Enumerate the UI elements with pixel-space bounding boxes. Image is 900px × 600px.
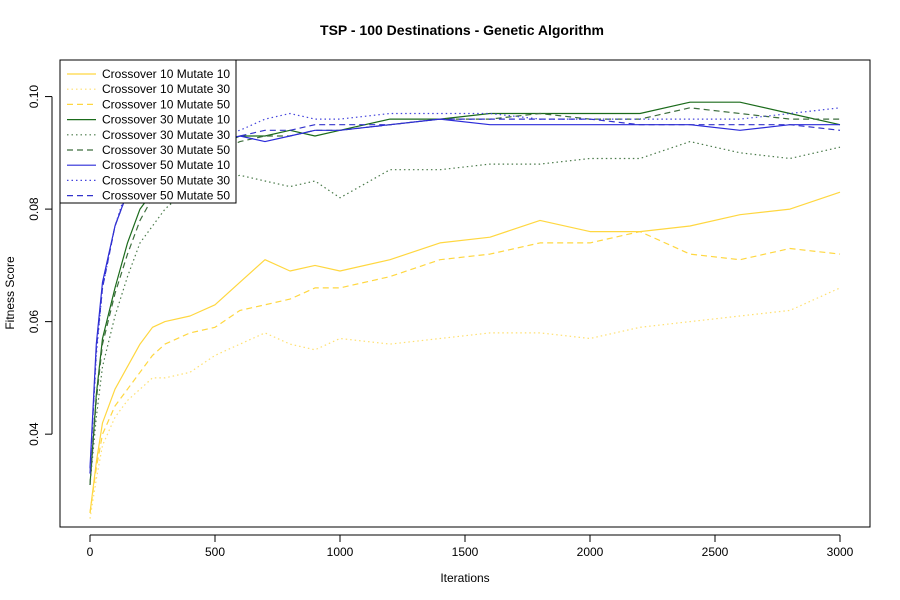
x-tick-label: 2500 — [702, 545, 729, 559]
series-line-8 — [89, 107, 841, 474]
legend-label-3: Crossover 10 Mutate 50 — [102, 97, 230, 111]
y-axis-label: Fitness Score — [3, 256, 17, 330]
y-axis: 0.04 0.06 0.08 0.10 — [27, 85, 53, 446]
series-line-5 — [89, 141, 841, 485]
legend-label-4: Crossover 30 Mutate 10 — [102, 113, 230, 127]
series-line-3 — [89, 231, 841, 513]
x-tick-label: 1000 — [327, 545, 354, 559]
x-tick-label: 500 — [205, 545, 225, 559]
y-tick-label: 0.06 — [27, 310, 41, 334]
series-line-2 — [89, 287, 841, 519]
x-axis: 0 500 1000 1500 2000 2500 3000 — [87, 534, 854, 559]
x-tick-label: 1500 — [452, 545, 479, 559]
x-tick-label: 3000 — [827, 545, 854, 559]
series-line-1 — [89, 191, 841, 513]
legend-label-9: Crossover 50 Mutate 50 — [102, 189, 230, 203]
legend-label-2: Crossover 10 Mutate 30 — [102, 82, 230, 96]
legend-label-8: Crossover 50 Mutate 30 — [102, 173, 230, 187]
x-tick-label: 2000 — [577, 545, 604, 559]
x-tick-label: 0 — [87, 545, 94, 559]
legend-label-1: Crossover 10 Mutate 10 — [102, 67, 230, 81]
legend-label-7: Crossover 50 Mutate 10 — [102, 158, 230, 172]
y-tick-label: 0.08 — [27, 197, 41, 221]
y-tick-label: 0.10 — [27, 85, 41, 109]
chart-title: TSP - 100 Destinations - Genetic Algorit… — [320, 22, 604, 38]
plot-area — [59, 59, 871, 528]
legend-label-6: Crossover 30 Mutate 50 — [102, 143, 230, 157]
legend-label-5: Crossover 30 Mutate 30 — [102, 128, 230, 142]
y-tick-label: 0.04 — [27, 422, 41, 446]
x-axis-label: Iterations — [440, 571, 489, 585]
legend-box — [59, 59, 237, 204]
